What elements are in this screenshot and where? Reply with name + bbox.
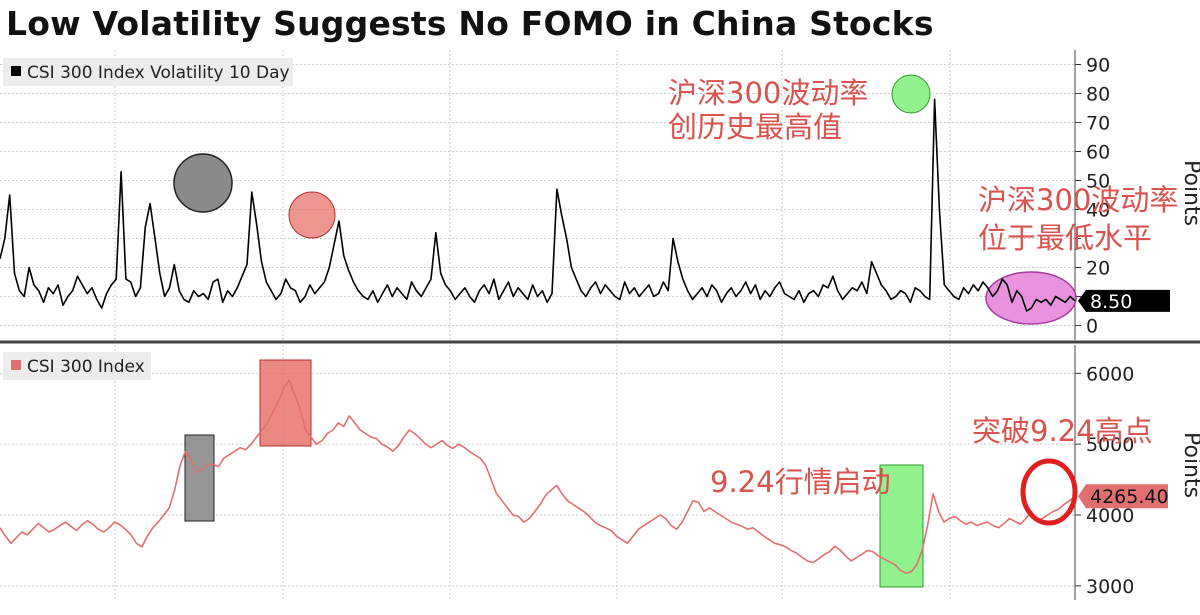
ytick-label-top-8: 80 [1086, 84, 1110, 106]
series-line-csi300 [0, 379, 1076, 574]
last-value-bg-bottom [1078, 484, 1168, 509]
ytick-label-top-0: 0 [1086, 316, 1098, 338]
ylabel-top: Points [1179, 160, 1200, 226]
ytick-label-top-6: 60 [1086, 142, 1110, 164]
highlight-red-ring [1020, 458, 1078, 526]
legend-label-bottom: CSI 300 Index [27, 357, 145, 377]
annotation-vol-high-line1: 沪深300波动率 [668, 76, 868, 110]
ytick-label-top-9: 90 [1086, 55, 1110, 77]
annotation-vol-high-line2: 创历史最高值 [668, 110, 842, 144]
highlight-gray-circle [173, 153, 233, 213]
annotation-index-breakout: 突破9.24高点 [972, 414, 1153, 448]
ytick-label-bottom-2: 5000 [1086, 434, 1134, 456]
legend-bg-bottom [3, 352, 151, 380]
ytick-label-bottom-3: 6000 [1086, 363, 1134, 385]
highlight-pink-ellipse [985, 271, 1077, 325]
ytick-label-bottom-1: 4000 [1086, 505, 1134, 527]
legend-swatch-top [11, 66, 21, 76]
last-value-bg-top [1078, 289, 1170, 312]
legend-bg-top [3, 58, 293, 86]
highlight-red-circle [288, 191, 336, 239]
ytick-label-top-7: 70 [1086, 113, 1110, 135]
series-line-volatility [0, 98, 1076, 312]
highlight-green-rect [879, 464, 924, 588]
highlight-gray-rect [184, 434, 215, 522]
ytick-label-bottom-0: 3000 [1086, 576, 1134, 598]
last-value-label-bottom: 4265.40 [1090, 486, 1169, 508]
ytick-label-top-2: 20 [1086, 258, 1110, 280]
ylabel-bottom: Points [1179, 432, 1200, 498]
ytick-label-top-4: 40 [1086, 200, 1110, 222]
highlight-green-circle [891, 74, 931, 114]
annotation-vol-low-line2: 位于最低水平 [978, 221, 1152, 255]
last-value-label-top: 8.50 [1090, 291, 1132, 313]
annotation-index-launch: 9.24行情启动 [710, 465, 891, 499]
legend-label-top: CSI 300 Index Volatility 10 Day [27, 63, 290, 83]
chart-title: Low Volatility Suggests No FOMO in China… [6, 4, 934, 43]
ytick-label-top-5: 50 [1086, 171, 1110, 193]
legend-swatch-bottom [11, 360, 21, 370]
annotation-vol-low-line1: 沪深300波动率 [978, 183, 1178, 217]
highlight-red-rect [259, 359, 312, 447]
